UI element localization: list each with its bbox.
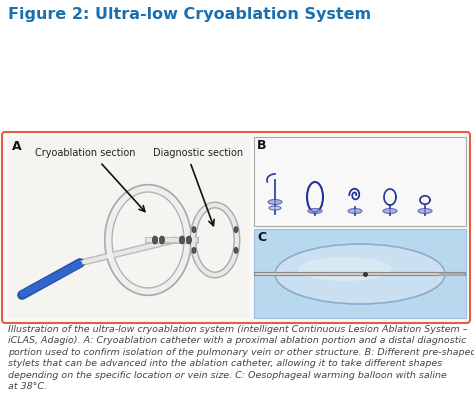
FancyBboxPatch shape bbox=[2, 132, 470, 323]
Ellipse shape bbox=[298, 257, 392, 281]
Ellipse shape bbox=[308, 208, 322, 213]
Ellipse shape bbox=[192, 247, 196, 253]
Ellipse shape bbox=[348, 208, 362, 213]
Ellipse shape bbox=[234, 227, 238, 233]
Ellipse shape bbox=[275, 244, 445, 304]
Ellipse shape bbox=[268, 200, 282, 205]
Ellipse shape bbox=[153, 236, 157, 244]
Ellipse shape bbox=[418, 208, 432, 213]
Ellipse shape bbox=[383, 208, 397, 213]
Ellipse shape bbox=[192, 227, 196, 233]
Text: A: A bbox=[12, 140, 22, 153]
Bar bbox=[8, 137, 250, 318]
Bar bbox=[254, 137, 466, 226]
Text: C: C bbox=[257, 231, 266, 244]
Bar bbox=[254, 229, 466, 318]
Ellipse shape bbox=[180, 236, 184, 244]
Ellipse shape bbox=[234, 247, 238, 253]
Ellipse shape bbox=[186, 236, 191, 244]
Text: Illustration of the ultra-low cryoablation system (intelligent Continuous Lesion: Illustration of the ultra-low cryoablati… bbox=[8, 325, 474, 391]
Text: B: B bbox=[257, 139, 266, 152]
Text: Cryoablation section: Cryoablation section bbox=[35, 148, 136, 158]
Ellipse shape bbox=[159, 236, 164, 244]
Ellipse shape bbox=[269, 206, 281, 210]
Text: Diagnostic section: Diagnostic section bbox=[153, 148, 243, 158]
Text: Figure 2: Ultra-low Cryoablation System: Figure 2: Ultra-low Cryoablation System bbox=[8, 7, 371, 22]
